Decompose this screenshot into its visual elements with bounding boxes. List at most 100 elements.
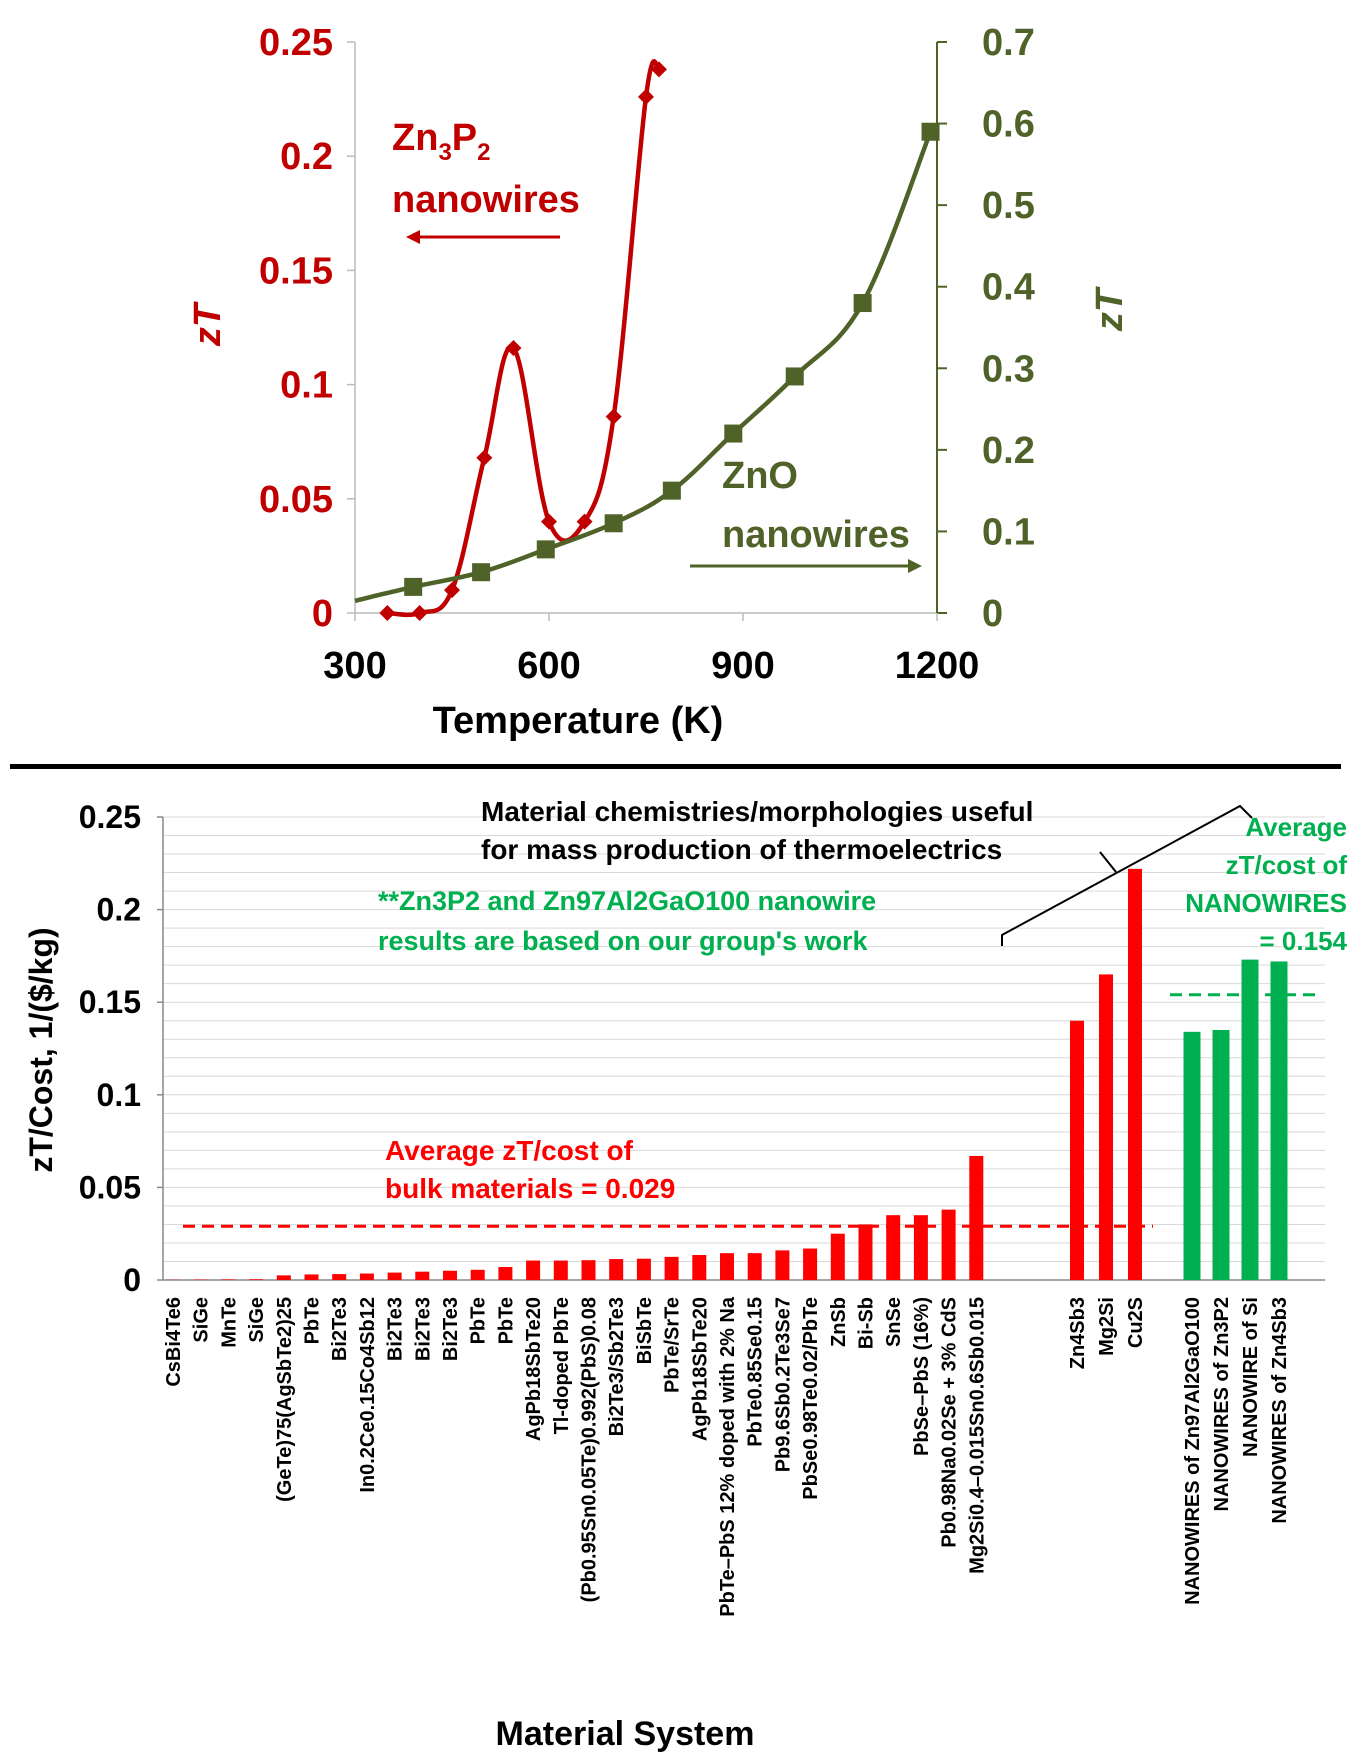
zn3p2-point [541,513,557,530]
bar [443,1270,457,1280]
section-divider [10,764,1341,769]
arrow-left-icon [406,230,560,244]
category-label: AgPb18SbTe20 [523,1297,545,1441]
avg-bulk-line1: Average zT/cost of [385,1135,634,1166]
category-label: PbSe0.98Te0.02/PbTe [800,1297,822,1500]
category-label: Tl-doped PbTe [551,1297,573,1434]
bar [1099,974,1113,1280]
bar [664,1256,679,1280]
zn3p2-point [576,513,593,530]
category-label: AgPb18SbTe20 [689,1297,711,1441]
bar [720,1253,734,1280]
bar [304,1274,319,1280]
category-label: BiSbTe [634,1297,656,1364]
y-axis-label-left: zT [187,301,229,347]
category-label: PbTe [302,1297,324,1344]
note-line1: **Zn3P2 and Zn97Al2GaO100 nanowire [378,886,876,916]
zn3p2-point [411,605,428,621]
zn3p2-point [638,88,654,105]
category-label: In0.2Ce0.15Co4Sb12 [357,1297,379,1493]
category-label: PbTe0.85Se0.15 [745,1297,767,1447]
category-label: PbTe [468,1297,490,1344]
bar [609,1259,624,1280]
left-tick-label: 0 [312,593,333,635]
x-axis-label: Temperature (K) [433,700,724,742]
category-label: SnSe [883,1297,905,1347]
left-tick-label: 0.25 [259,22,333,64]
category-label: (GeTe)75(AgSbTe2)25 [274,1297,296,1502]
y-axis-label: zT/Cost, 1/($/kg) [23,927,59,1172]
bar [498,1267,513,1280]
category-label: Mg2Si [1096,1297,1118,1356]
right-tick-label: 0.6 [982,104,1035,146]
y-tick-label: 0.25 [79,799,141,835]
right-tick-label: 0.5 [982,185,1035,227]
avg-nano-line2: zT/cost of [1226,850,1348,880]
bar [1183,1031,1201,1280]
bar [1070,1020,1084,1280]
left-tick-label: 0.05 [259,479,333,521]
bar [221,1279,236,1280]
zn3p2-point [379,605,396,621]
x-axis-label: Material System [496,1715,755,1753]
category-label: PbTe [495,1297,517,1344]
bar [470,1269,485,1280]
bar [415,1271,430,1280]
bar [775,1250,790,1280]
bars-layer [166,868,1288,1280]
zn3p2-point [444,582,460,599]
zn3p2-sub2: 2 [477,139,490,166]
bar [359,1273,374,1280]
left-axis-ticks: 0 0.05 0.1 0.15 0.2 0.25 [259,22,355,635]
bar [1241,959,1259,1280]
bar [858,1224,873,1280]
zno-point [921,122,940,141]
bar [1270,961,1288,1280]
x-tick-label: 600 [517,645,580,687]
zno-point [472,563,491,582]
zno-point [724,424,743,443]
bar [830,1233,845,1280]
right-tick-label: 0.3 [982,348,1035,390]
bar [692,1254,707,1280]
category-label: PbTe/SrTe [662,1297,684,1393]
category-label: PbTe–PbS 12% doped with 2% Na [717,1296,739,1617]
zn3p2-annotation-line2: nanowires [392,179,580,221]
bar [747,1253,762,1280]
right-tick-label: 0.1 [982,511,1035,553]
bar [332,1274,347,1280]
bar [886,1215,901,1280]
x-tick-label: 900 [711,645,774,687]
category-label: Bi2Te3 [329,1297,351,1361]
y-tick-label: 0.15 [79,984,141,1020]
zno-point [536,540,555,559]
zno-point [662,481,681,500]
zt-cost-bar-chart: 00.050.10.150.20.25 CsBi4Te6 SiGe MnTe SiGe… [23,796,1348,1753]
bracket-label-line1: Material chemistries/morphologies useful [481,796,1033,827]
zt-temperature-line-chart: 00.050.10.150.20.25 00.10.20.30.40.50.60… [187,22,1131,742]
bar [387,1272,402,1280]
bar [276,1275,291,1280]
right-tick-label: 0.4 [982,267,1035,309]
bar [1212,1029,1230,1280]
series-layer [354,59,940,621]
zno-point [404,577,423,596]
x-tick-label: 300 [323,645,386,687]
bracket-label-line2: for mass production of thermoelectrics [481,834,1002,865]
bar [941,1209,956,1280]
category-label: Cu2S [1125,1297,1147,1348]
zn3p2-annotation-line1: Zn3P2 [392,117,491,166]
zn3p2-point [650,61,667,78]
zno-annotation-line2: nanowires [722,514,910,556]
category-label: Pb0.98Na0.02Se + 3% CdS [939,1297,961,1548]
y-tick-label: 0 [123,1262,141,1298]
avg-nano-line4: = 0.154 [1260,926,1348,956]
category-label: Bi2Te3/Sb2Te3 [606,1297,628,1436]
bar [553,1260,568,1280]
avg-nano-line3: NANOWIRES [1185,888,1347,918]
zn3p2-zn: Zn [392,117,438,159]
bar [803,1248,818,1280]
category-label: Pb9.6Sb0.2Te3Se7 [772,1297,794,1472]
left-tick-label: 0.1 [280,365,333,407]
bracket-shape [1001,804,1253,946]
